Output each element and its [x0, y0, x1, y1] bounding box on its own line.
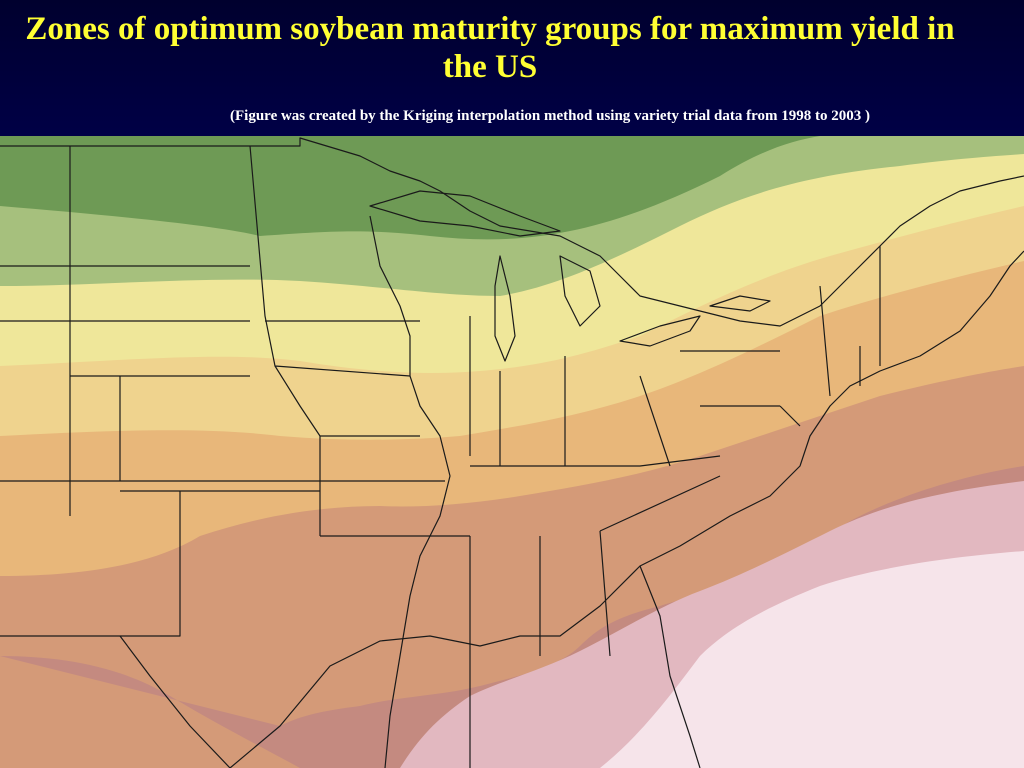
figure-caption: (Figure was created by the Kriging inter…: [230, 108, 870, 124]
header-bar: Zones of optimum soybean maturity groups…: [0, 0, 1024, 136]
lake-ontario-outline: [709, 295, 771, 312]
lake-huron-outline: [559, 255, 601, 327]
map-canvas: [0, 136, 1024, 768]
coastline-south: [119, 565, 701, 768]
page-title: Zones of optimum soybean maturity groups…: [25, 11, 955, 85]
maturity-zones: [0, 136, 1024, 768]
north-central-borders: [249, 145, 470, 537]
zone-band-9: [600, 551, 1024, 768]
mississippi-river-line: [369, 215, 451, 768]
great-lakes: [369, 190, 771, 362]
lake-superior-outline: [369, 190, 561, 237]
northern-border-line: [0, 137, 1024, 327]
eastern-borders: [469, 246, 881, 768]
state-borders: [0, 137, 1024, 768]
lake-erie-outline: [619, 315, 701, 347]
maturity-zone-map: [0, 136, 1024, 768]
coastline-east: [639, 250, 1024, 567]
great-plains-borders: [0, 146, 320, 637]
lake-michigan-outline: [494, 255, 516, 362]
